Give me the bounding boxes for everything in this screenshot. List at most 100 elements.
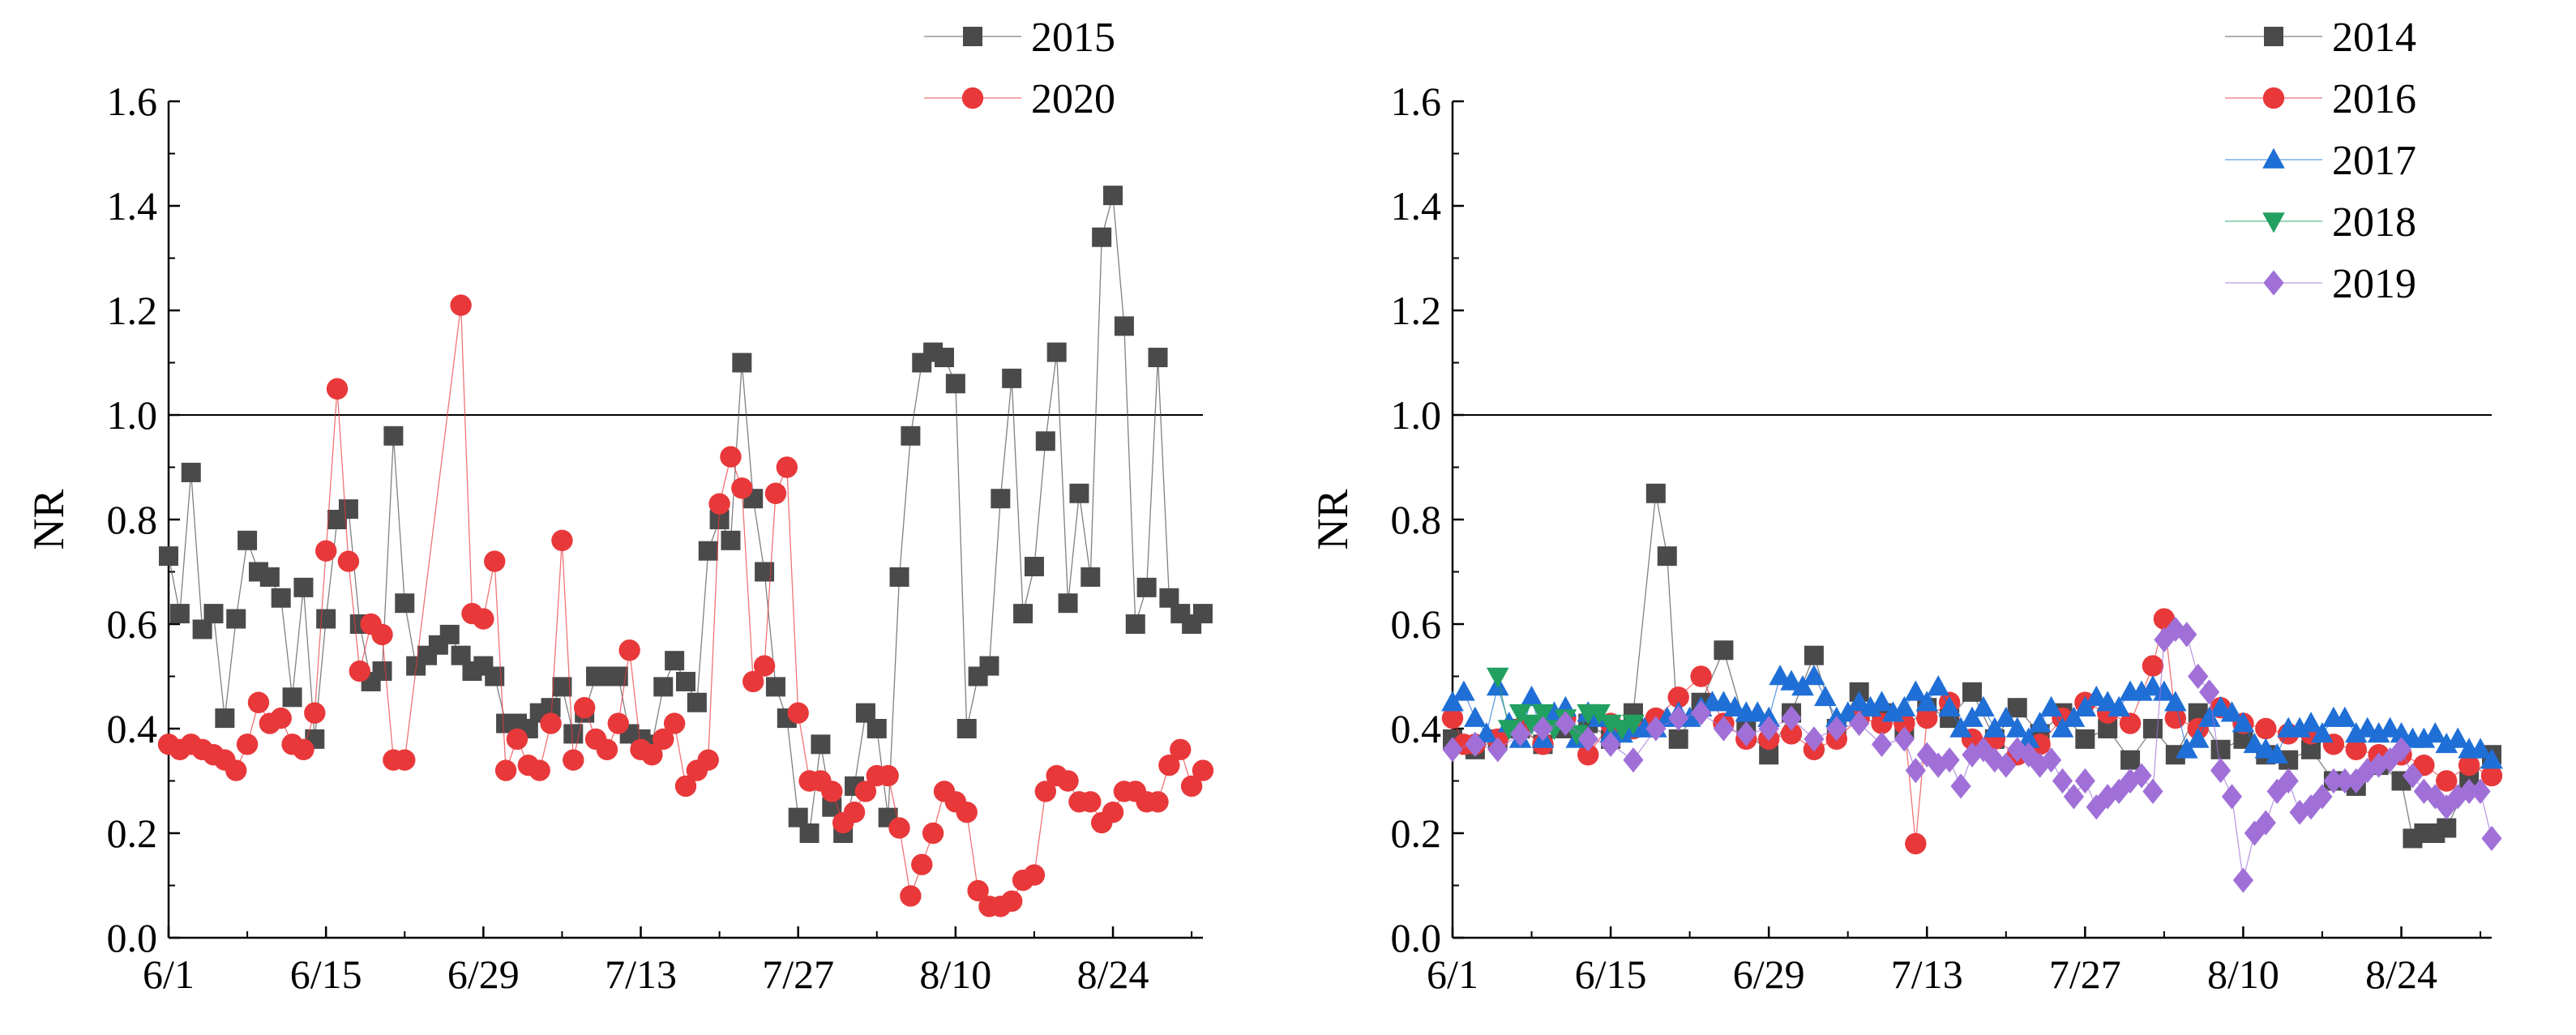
data-point-2018 [1486, 667, 1509, 688]
data-point-2017 [2028, 712, 2052, 733]
data-point-2016 [1667, 686, 1689, 708]
data-point-2016 [1690, 665, 1712, 687]
data-point-2020 [843, 802, 866, 823]
data-point-2015 [215, 708, 235, 729]
data-point-2015 [226, 609, 246, 629]
y-tick-label: 0.2 [107, 810, 158, 856]
y-tick-label: 1.0 [1391, 392, 1442, 438]
data-point-2014 [2075, 729, 2095, 749]
data-point-2015 [698, 541, 718, 561]
data-point-2018 [1531, 704, 1555, 725]
data-point-2015 [439, 624, 460, 644]
data-point-2019 [2188, 663, 2209, 690]
data-point-2019 [1893, 726, 1915, 752]
data-point-2015 [889, 567, 909, 587]
data-point-2017 [1847, 691, 1871, 712]
data-point-2020 [506, 728, 528, 751]
data-point-2015 [395, 593, 415, 614]
data-point-2015 [1035, 431, 1055, 451]
data-point-2020 [473, 608, 494, 630]
data-point-2015 [676, 671, 695, 691]
data-point-2019 [2481, 825, 2502, 852]
data-point-2017 [1453, 680, 1475, 701]
data-point-2017 [2288, 716, 2311, 738]
data-point-2016 [2458, 754, 2480, 776]
data-point-2020 [1192, 759, 1214, 781]
x-tick-label: 6/1 [143, 952, 195, 997]
data-point-2020 [315, 540, 337, 562]
data-point-2017 [1859, 695, 1882, 716]
data-point-2019 [1871, 731, 1893, 757]
y-tick-label: 1.4 [1391, 183, 1442, 229]
data-point-2018 [1508, 704, 1532, 725]
x-tick-label: 8/24 [1077, 952, 1149, 997]
data-point-2018 [1588, 704, 1611, 725]
data-point-2018 [1622, 714, 1645, 735]
x-tick-label: 6/29 [447, 952, 520, 997]
data-point-2020 [540, 712, 562, 734]
data-point-2017 [1927, 675, 1949, 696]
data-point-2019 [2074, 768, 2095, 794]
data-point-2019 [1442, 737, 1463, 763]
legend-marker-2019 [2263, 270, 2284, 296]
data-point-2019 [2266, 778, 2287, 804]
data-point-2017 [2311, 722, 2334, 743]
data-point-2019 [1826, 716, 1847, 742]
data-point-2017 [1870, 691, 1893, 712]
data-point-2020 [1001, 890, 1023, 913]
data-point-2017 [1915, 691, 1939, 712]
data-point-2020 [1057, 770, 1079, 792]
y-tick-label: 0.0 [1391, 915, 1442, 960]
data-point-2019 [2379, 747, 2401, 773]
legend-label: 2015 [1031, 15, 1115, 61]
data-point-2017 [2096, 691, 2120, 712]
data-point-2015 [259, 567, 280, 587]
data-point-2019 [1758, 716, 1779, 742]
data-point-2019 [1950, 773, 1971, 799]
data-point-2020 [304, 702, 326, 724]
data-point-2015 [563, 724, 584, 744]
data-point-2017 [1791, 675, 1814, 696]
data-point-2014 [2437, 818, 2457, 838]
y-tick-label: 0.2 [1391, 810, 1442, 856]
data-point-2017 [1983, 716, 2006, 738]
data-point-2019 [2334, 768, 2356, 794]
y-tick-label: 0.4 [1391, 706, 1442, 751]
data-point-2017 [1836, 701, 1859, 722]
x-tick-label: 7/13 [605, 952, 677, 997]
data-point-2017 [1723, 695, 1747, 716]
legend-marker-2020 [961, 87, 984, 109]
data-point-2020 [731, 477, 753, 499]
data-point-2017 [1995, 706, 2018, 727]
data-point-2014 [2120, 750, 2141, 770]
y-tick-label: 1.2 [1391, 288, 1442, 333]
data-point-2020 [911, 853, 933, 875]
legend-label: 2018 [2332, 199, 2416, 246]
data-point-2015 [1046, 342, 1067, 362]
data-point-2016 [1916, 707, 1938, 729]
data-point-2017 [2435, 732, 2458, 754]
data-point-2016 [2436, 770, 2458, 792]
data-point-2020 [618, 639, 640, 661]
data-point-2020 [663, 712, 686, 734]
data-point-2020 [653, 728, 674, 751]
data-point-2020 [641, 744, 663, 766]
data-point-2020 [337, 550, 360, 572]
data-point-2020 [900, 885, 922, 907]
data-point-2020 [247, 691, 270, 713]
data-point-2017 [2232, 712, 2255, 733]
data-point-2019 [1668, 705, 1689, 731]
data-point-2020 [776, 456, 798, 478]
data-point-2020 [225, 759, 247, 781]
data-point-2020 [888, 817, 910, 839]
data-point-2017 [1475, 722, 1498, 743]
data-point-2017 [2378, 716, 2402, 738]
data-point-2020 [293, 738, 315, 760]
data-point-2020 [1102, 802, 1124, 823]
data-point-2019 [1555, 710, 1576, 737]
data-point-2017 [2243, 732, 2266, 754]
data-point-2017 [1769, 665, 1791, 686]
data-point-2017 [2367, 722, 2390, 743]
data-point-2019 [1713, 716, 1735, 742]
data-point-2019 [2368, 752, 2390, 778]
